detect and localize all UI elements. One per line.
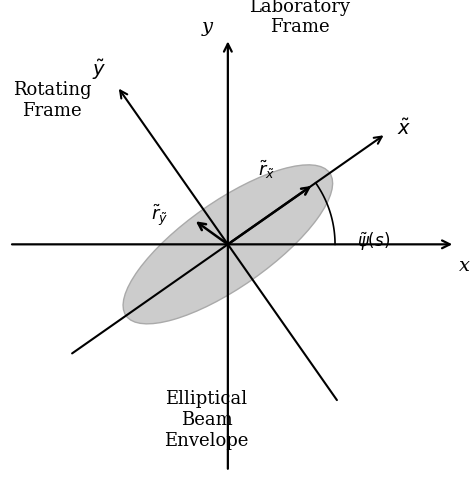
Text: x: x (459, 257, 470, 275)
Text: $\tilde{y}$: $\tilde{y}$ (92, 58, 107, 82)
Text: y: y (202, 18, 213, 36)
Text: Elliptical
Beam
Envelope: Elliptical Beam Envelope (164, 390, 248, 450)
Ellipse shape (123, 165, 333, 324)
Text: $\tilde{r}_{\tilde{x}}$: $\tilde{r}_{\tilde{x}}$ (258, 159, 275, 181)
Text: $\tilde{x}$: $\tilde{x}$ (397, 119, 411, 140)
Text: $\tilde{\psi}(s)$: $\tilde{\psi}(s)$ (356, 230, 390, 253)
Text: Laboratory
Frame: Laboratory Frame (249, 0, 350, 36)
Text: $\tilde{r}_{\tilde{y}}$: $\tilde{r}_{\tilde{y}}$ (151, 202, 168, 228)
Text: Rotating
Frame: Rotating Frame (13, 82, 91, 120)
